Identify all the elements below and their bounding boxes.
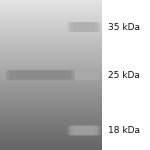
FancyBboxPatch shape xyxy=(68,22,100,32)
FancyBboxPatch shape xyxy=(74,70,94,80)
FancyBboxPatch shape xyxy=(70,70,98,80)
Text: 25 kDa: 25 kDa xyxy=(108,70,140,80)
FancyBboxPatch shape xyxy=(16,72,65,78)
FancyBboxPatch shape xyxy=(10,71,71,79)
FancyBboxPatch shape xyxy=(0,0,102,150)
Bar xyxy=(102,0,150,150)
Text: 35 kDa: 35 kDa xyxy=(108,22,140,32)
FancyBboxPatch shape xyxy=(74,126,94,135)
FancyBboxPatch shape xyxy=(68,70,100,80)
FancyBboxPatch shape xyxy=(68,126,100,135)
FancyBboxPatch shape xyxy=(70,126,98,135)
Text: 18 kDa: 18 kDa xyxy=(108,126,140,135)
FancyBboxPatch shape xyxy=(70,22,98,32)
FancyBboxPatch shape xyxy=(74,22,94,32)
FancyBboxPatch shape xyxy=(6,70,75,80)
